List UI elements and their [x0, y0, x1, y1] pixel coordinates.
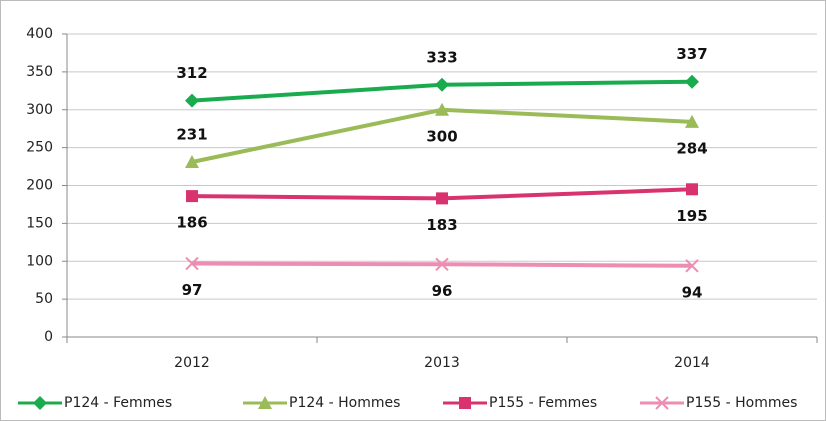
- marker: [435, 102, 449, 116]
- data-label: 312: [176, 64, 207, 82]
- marker: [185, 93, 199, 108]
- marker: [655, 396, 669, 410]
- data-label: 284: [676, 139, 707, 157]
- marker: [686, 183, 698, 196]
- marker: [685, 259, 699, 273]
- y-tick-label: 50: [35, 291, 53, 307]
- marker: [186, 190, 198, 203]
- data-label: 96: [432, 282, 453, 300]
- legend-label: P155 - Hommes: [686, 395, 797, 411]
- marker: [185, 256, 199, 271]
- marker: [459, 397, 471, 409]
- marker: [258, 396, 272, 409]
- marker-stroke: [655, 396, 669, 410]
- y-tick-label: 150: [26, 215, 53, 231]
- marker: [185, 155, 199, 169]
- y-tick-label: 0: [44, 329, 53, 345]
- y-tick-label: 400: [26, 26, 53, 42]
- y-tick-label: 300: [26, 102, 53, 118]
- marker: [33, 396, 47, 410]
- marker: [435, 257, 449, 271]
- data-label: 94: [682, 283, 703, 301]
- y-tick-label: 100: [26, 253, 53, 269]
- y-tick-label: 350: [26, 64, 53, 80]
- marker: [685, 114, 699, 128]
- data-label: 195: [676, 207, 707, 225]
- data-label: 337: [676, 45, 707, 63]
- data-label: 186: [176, 214, 207, 232]
- marker: [435, 77, 449, 92]
- data-label: 300: [426, 127, 457, 145]
- legend-label: P155 - Femmes: [489, 395, 597, 411]
- y-tick-label: 250: [26, 140, 53, 156]
- marker-stroke: [685, 259, 699, 273]
- marker: [436, 192, 448, 205]
- marker: [685, 74, 699, 89]
- data-label: 333: [426, 48, 457, 66]
- legend-label: P124 - Femmes: [64, 395, 172, 411]
- data-label: 97: [182, 281, 203, 299]
- legend-label: P124 - Hommes: [289, 395, 400, 411]
- x-tick-label: 2012: [174, 355, 210, 371]
- y-tick-label: 200: [26, 178, 53, 194]
- data-label: 231: [176, 126, 207, 144]
- marker-stroke: [435, 257, 449, 271]
- marker-stroke: [185, 256, 199, 271]
- x-tick-label: 2013: [424, 355, 460, 371]
- data-label: 183: [426, 216, 457, 234]
- x-tick-label: 2014: [674, 355, 710, 371]
